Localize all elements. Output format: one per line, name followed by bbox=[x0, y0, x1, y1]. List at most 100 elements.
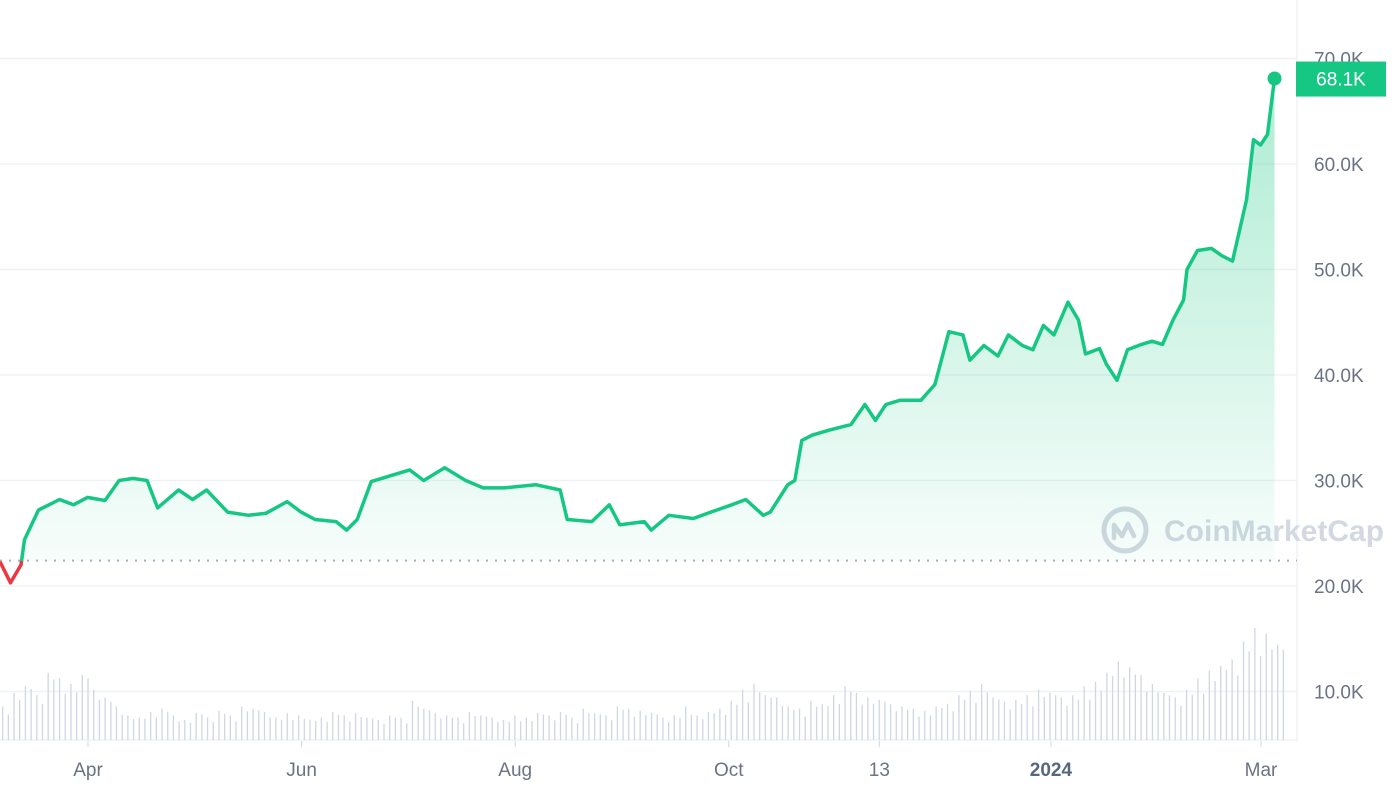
volume-bar bbox=[1146, 691, 1148, 740]
volume-bar bbox=[383, 723, 385, 740]
volume-bar bbox=[861, 704, 863, 740]
volume-bar bbox=[673, 715, 675, 740]
volume-bar bbox=[70, 684, 72, 740]
volume-bar bbox=[155, 717, 157, 740]
volume-bar bbox=[559, 712, 562, 740]
volume-bar bbox=[730, 700, 732, 740]
volume-bar bbox=[1026, 695, 1028, 740]
volume-bar bbox=[132, 719, 135, 740]
volume-bar bbox=[292, 719, 294, 740]
volume-bar bbox=[588, 713, 590, 740]
volume-bar bbox=[1009, 709, 1011, 740]
volume-bar bbox=[445, 715, 448, 740]
volume-bar bbox=[303, 719, 305, 740]
volume-bar bbox=[428, 710, 431, 740]
volume-bar bbox=[1163, 692, 1165, 740]
volume-bar bbox=[394, 717, 397, 740]
volume-bar bbox=[1191, 694, 1193, 740]
volume-bar bbox=[645, 715, 647, 740]
volume-bar bbox=[1185, 689, 1188, 740]
volume-bar bbox=[315, 720, 317, 740]
x-tick-label: Mar bbox=[1245, 760, 1278, 781]
volume-bar bbox=[514, 715, 516, 740]
volume-bar bbox=[1180, 705, 1182, 740]
volume-bar bbox=[821, 704, 823, 740]
volume-bar bbox=[992, 697, 994, 740]
volume-bar bbox=[1197, 678, 1199, 740]
volume-bar bbox=[167, 711, 169, 740]
volume-bar bbox=[24, 686, 27, 740]
volume-bar bbox=[690, 714, 693, 740]
volume-bar bbox=[1237, 675, 1239, 740]
volume-bar bbox=[741, 689, 744, 740]
volume-bar bbox=[1129, 667, 1131, 740]
volume-bar bbox=[480, 715, 482, 740]
volume-bar bbox=[1003, 701, 1006, 740]
volume-bar bbox=[662, 717, 664, 740]
x-tick-label: Aug bbox=[498, 760, 532, 781]
volume-bar bbox=[599, 714, 601, 740]
volume-bar bbox=[889, 704, 892, 740]
volume-bar bbox=[127, 715, 129, 740]
volume-bar bbox=[787, 706, 789, 740]
volume-bar bbox=[969, 690, 971, 740]
y-tick-label: 60.0K bbox=[1314, 155, 1364, 176]
volume-bar bbox=[941, 708, 943, 740]
volume-bar bbox=[206, 717, 209, 740]
volume-bar bbox=[981, 684, 983, 740]
x-tick-label: Oct bbox=[714, 760, 744, 781]
volume-bar bbox=[1043, 697, 1045, 740]
volume-bar bbox=[633, 716, 636, 740]
volume-bar bbox=[377, 719, 379, 740]
volume-bar bbox=[884, 701, 886, 740]
volume-bar bbox=[747, 702, 749, 740]
volume-bar bbox=[724, 714, 727, 740]
volume-bar bbox=[195, 713, 197, 740]
volume-bar bbox=[1106, 672, 1108, 740]
volume-bar bbox=[650, 713, 653, 740]
y-tick-label: 40.0K bbox=[1314, 366, 1364, 387]
volume-bar bbox=[1220, 666, 1222, 740]
volume-bar bbox=[258, 710, 260, 740]
volume-bar bbox=[639, 710, 641, 740]
volume-bar bbox=[218, 710, 220, 740]
volume-bar bbox=[616, 706, 619, 740]
x-axis: Apr Jun Aug Oct 13 2024 Mar bbox=[73, 741, 1278, 781]
volume-bar bbox=[924, 710, 926, 740]
volume-bar bbox=[275, 717, 277, 740]
volume-bar bbox=[605, 715, 607, 740]
volume-bar bbox=[491, 717, 493, 740]
volume-bar bbox=[263, 712, 266, 740]
volume-bar bbox=[975, 703, 977, 740]
volume-bar bbox=[371, 718, 374, 740]
volume-bar bbox=[525, 717, 527, 740]
volume-bar bbox=[1277, 644, 1279, 740]
volume-bar bbox=[1151, 684, 1154, 740]
volume-bar bbox=[815, 706, 818, 740]
volume-bar bbox=[804, 716, 806, 740]
volume-bar bbox=[998, 699, 1000, 740]
volume-bar bbox=[1032, 706, 1034, 740]
volume-bar bbox=[759, 692, 761, 740]
volume-bar bbox=[93, 689, 95, 740]
volume-bar bbox=[463, 723, 465, 740]
volume-bar bbox=[1066, 705, 1068, 740]
volume-bar bbox=[565, 714, 567, 740]
volume-bar bbox=[1094, 681, 1097, 740]
volume-bar bbox=[337, 714, 340, 740]
volume-bar bbox=[104, 697, 106, 740]
volume-bar bbox=[1259, 656, 1262, 740]
volume-bar bbox=[172, 715, 175, 740]
volume-bar bbox=[838, 704, 841, 740]
volume-bar bbox=[485, 716, 488, 740]
volume-bar bbox=[161, 708, 163, 740]
volume-bar bbox=[1248, 651, 1250, 740]
volume-bar bbox=[1168, 695, 1171, 740]
volume-bars bbox=[2, 628, 1284, 740]
volume-bar bbox=[280, 719, 283, 740]
volume-bar bbox=[844, 686, 846, 740]
volume-bar bbox=[297, 715, 300, 740]
volume-bar bbox=[1214, 680, 1216, 740]
y-tick-label: 30.0K bbox=[1314, 472, 1364, 493]
volume-bar bbox=[1015, 699, 1017, 740]
